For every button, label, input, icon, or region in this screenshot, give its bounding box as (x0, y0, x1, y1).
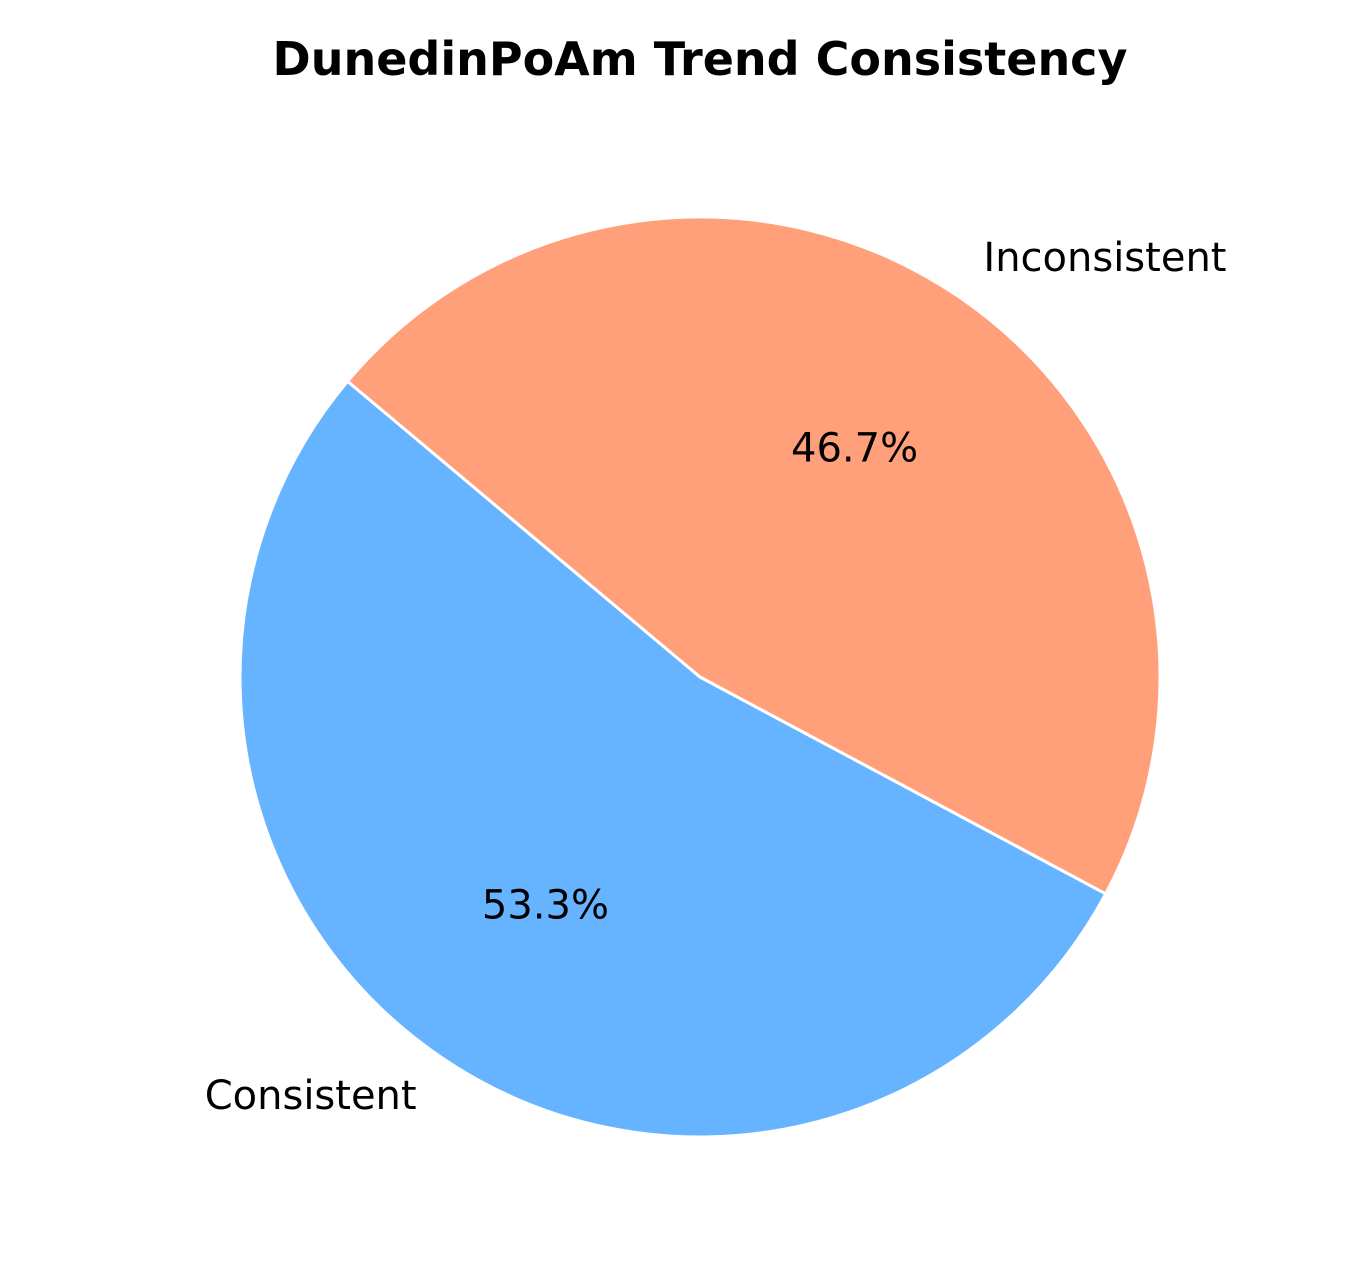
pie-slice-consistent (238, 379, 1108, 1139)
pie-slice-inconsistent (346, 215, 1162, 896)
pie-labels: Consistent 53.3% Inconsistent 46.7% (205, 235, 1227, 1119)
slice-percent-consistent: 53.3% (482, 883, 609, 929)
slice-label-consistent: Consistent (205, 1073, 417, 1119)
pie-slices (238, 215, 1162, 1139)
slice-percent-inconsistent: 46.7% (791, 425, 918, 471)
slice-label-inconsistent: Inconsistent (983, 235, 1226, 281)
chart-title: DunedinPoAm Trend Consistency (273, 32, 1128, 86)
